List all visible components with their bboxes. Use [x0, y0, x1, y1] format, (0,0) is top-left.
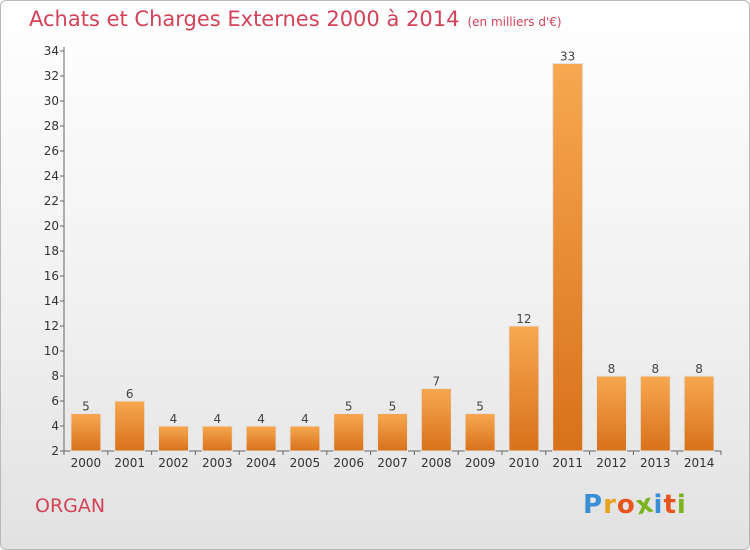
bar-value-label: 5 — [389, 400, 397, 414]
y-tick-label: 30 — [44, 94, 59, 108]
bar[interactable] — [552, 63, 584, 452]
bar[interactable] — [639, 375, 671, 452]
bar-value-label: 7 — [432, 375, 440, 389]
bar[interactable] — [201, 425, 233, 452]
bar-value-label: 5 — [345, 400, 353, 414]
bar-value-label: 12 — [516, 312, 531, 326]
y-tick-label: 4 — [51, 419, 59, 433]
bar[interactable] — [464, 413, 496, 452]
bar[interactable] — [158, 425, 189, 452]
x-tick-label: 2006 — [333, 456, 364, 470]
bar-value-label: 4 — [213, 412, 221, 426]
bar[interactable] — [289, 425, 321, 452]
bar-value-label: 5 — [82, 400, 90, 414]
y-tick-label: 8 — [51, 369, 59, 383]
x-tick-label: 2010 — [509, 456, 540, 470]
bar-value-label: 8 — [608, 362, 616, 376]
logo-letter: i — [676, 490, 687, 520]
logo-letter: o — [616, 490, 636, 520]
x-tick-label: 2012 — [596, 456, 627, 470]
chart-unit: (en milliers d'€) — [467, 15, 562, 29]
x-tick-label: 2013 — [640, 456, 671, 470]
logo-letter: P — [583, 490, 604, 520]
chart-title: Achats et Charges Externes 2000 à 2014 (e… — [29, 7, 562, 31]
proxiti-logo[interactable]: Proxiti — [583, 488, 687, 521]
x-tick-label: 2003 — [202, 456, 233, 470]
logo-letter: i — [653, 490, 664, 520]
y-tick-label: 16 — [44, 269, 59, 283]
bar-value-label: 6 — [126, 387, 134, 401]
bar[interactable] — [70, 413, 102, 452]
bar[interactable] — [420, 388, 452, 452]
y-tick-label: 22 — [44, 194, 59, 208]
bar-value-label: 5 — [476, 400, 484, 414]
chart-bars: 5 6 4 4 4 4 5 5 7 5 12 33 8 8 8 — [70, 50, 715, 452]
y-tick-label: 10 — [44, 344, 59, 358]
bar[interactable] — [508, 325, 540, 452]
bar-value-label: 8 — [651, 362, 659, 376]
y-tick-label: 24 — [44, 169, 59, 183]
bar[interactable] — [245, 425, 277, 452]
logo-letter: r — [603, 490, 617, 520]
bar[interactable] — [333, 413, 365, 452]
x-tick-label: 2007 — [377, 456, 408, 470]
bar[interactable] — [377, 413, 408, 452]
bar[interactable] — [596, 375, 627, 452]
x-tick-label: 2000 — [71, 456, 102, 470]
x-tick-label: 2005 — [290, 456, 321, 470]
x-tick-label: 2014 — [684, 456, 715, 470]
y-tick-label: 14 — [44, 294, 59, 308]
y-tick-label: 6 — [51, 394, 59, 408]
bar-value-label: 33 — [560, 50, 575, 64]
bar-value-label: 4 — [301, 412, 309, 426]
y-tick-label: 28 — [44, 119, 59, 133]
bar-value-label: 8 — [695, 362, 703, 376]
logo-letter: t — [663, 490, 677, 520]
y-tick-label: 18 — [44, 244, 59, 258]
commune-name: ORGAN — [35, 495, 106, 517]
bar-value-label: 4 — [170, 412, 178, 426]
y-tick-label: 2 — [51, 444, 59, 458]
x-tick-label: 2009 — [465, 456, 496, 470]
x-tick-label: 2002 — [158, 456, 189, 470]
y-tick-label: 20 — [44, 219, 59, 233]
x-tick-label: 2008 — [421, 456, 452, 470]
bar[interactable] — [114, 400, 146, 452]
bar[interactable] — [683, 375, 715, 452]
x-tick-label: 2011 — [552, 456, 583, 470]
bar-value-label: 4 — [257, 412, 265, 426]
y-tick-label: 34 — [44, 44, 59, 58]
y-tick-label: 32 — [44, 69, 59, 83]
y-tick-label: 12 — [44, 319, 59, 333]
x-tick-label: 2001 — [114, 456, 145, 470]
chart-title-text: Achats et Charges Externes 2000 à 2014 — [29, 7, 460, 31]
y-tick-label: 26 — [44, 144, 59, 158]
x-tick-label: 2004 — [246, 456, 277, 470]
